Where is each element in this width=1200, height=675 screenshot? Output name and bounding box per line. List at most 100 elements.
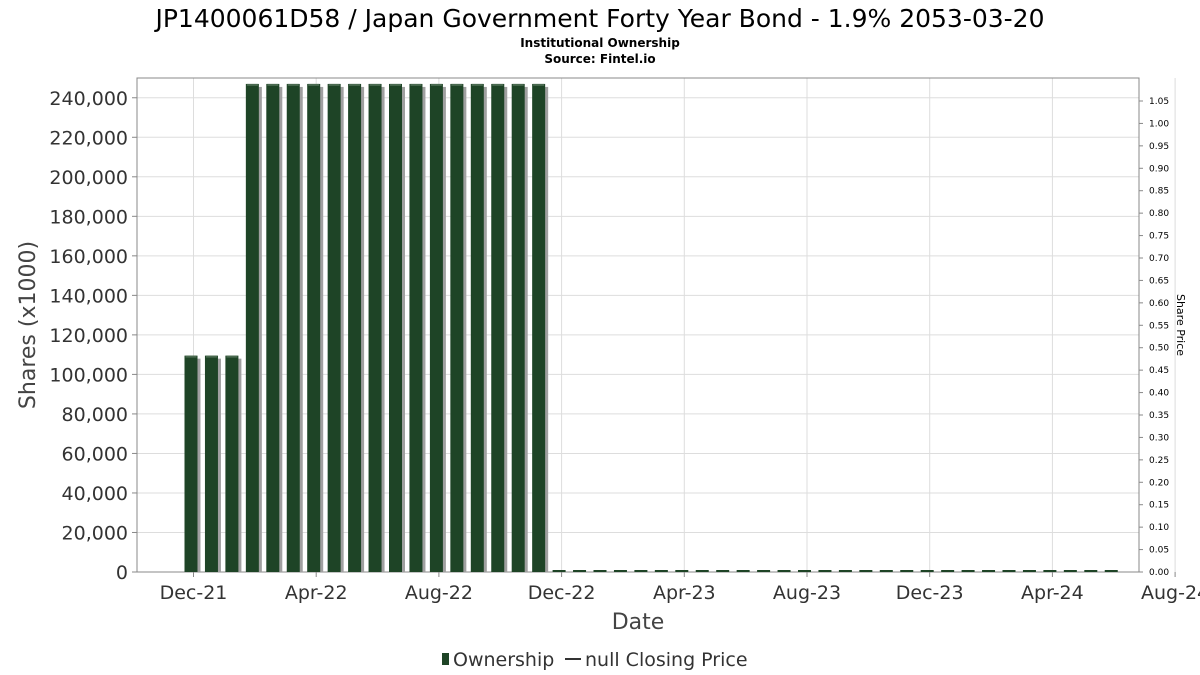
y2-tick-label: 0.05 [1149,546,1169,556]
y2-tick-label: 0.70 [1149,254,1169,264]
bar-highlight [349,83,361,86]
y2-tick-label: 0.35 [1149,411,1169,421]
legend-price-label: null Closing Price [585,649,748,671]
x-tick-label: Aug-24 [1141,582,1200,604]
grid-lines [137,78,1176,573]
y-tick-label: 60,000 [62,443,128,465]
bar [736,570,750,572]
y2-tick-label: 0.90 [1149,164,1169,174]
bar [1002,570,1016,572]
bar [429,83,443,572]
bar [389,83,402,572]
bar-highlight [451,83,463,86]
y2-tick-label: 0.65 [1149,276,1169,286]
y-tick-label: 0 [116,562,128,584]
x-tick-label: Dec-23 [896,582,964,604]
x-tick-label: Apr-22 [285,582,348,604]
y2-tick-label: 1.00 [1149,119,1169,129]
y-tick-label: 80,000 [62,404,128,426]
bar [286,83,300,572]
y2-tick-label: 0.80 [1149,209,1169,219]
bar-highlight [308,83,320,86]
bar [798,570,811,572]
bar [450,83,464,572]
y2-tick-label: 0.00 [1149,568,1169,578]
bar [491,83,505,572]
x-tick-label: Apr-24 [1021,582,1084,604]
bar [613,570,627,572]
y-tick-label: 220,000 [49,127,128,149]
x-tick-label: Aug-23 [773,582,841,604]
bar [1063,570,1077,572]
y-tick-label: 180,000 [49,206,128,228]
bar [859,570,873,572]
bar [654,570,668,572]
legend-ownership-label: Ownership [453,649,554,671]
bar [1104,570,1118,572]
chart-subtitle-ownership: Institutional Ownership [520,36,680,50]
y2-tick-label: 0.55 [1149,321,1169,331]
bar [1084,570,1098,572]
bar-highlight [533,83,545,86]
bar [900,570,914,572]
bar-highlight [287,83,299,86]
bar [838,570,852,572]
bar [348,83,362,572]
bar [695,570,709,572]
bar [184,355,198,572]
bar [327,83,341,572]
y2-tick-label: 0.50 [1149,344,1169,354]
y-axis-ticks: 0 20,000 40,000 60,000 80,000 100,000 120,000 1… [49,88,137,584]
bar [982,570,996,572]
y2-axis-label: Share Price [1174,294,1187,356]
y2-tick-label: 0.20 [1149,478,1169,488]
bar-highlight [471,83,483,86]
chart-title: JP1400061D58 / Japan Government Forty Ye… [153,4,1044,33]
bar-highlight [410,83,422,86]
bar [573,570,587,572]
bar [777,570,791,572]
bar [1043,570,1057,572]
bar-highlight [205,355,217,358]
y-tick-label: 240,000 [49,88,128,110]
bar [818,570,832,572]
bar [532,83,546,572]
bar [266,83,280,572]
y2-tick-label: 0.25 [1149,456,1169,466]
x-axis-label: Date [612,610,665,635]
legend-ownership-swatch [442,653,449,665]
y2-tick-label: 0.95 [1149,142,1169,152]
x-tick-label: Apr-23 [653,582,716,604]
y2-tick-label: 0.75 [1149,232,1169,242]
x-axis-ticks: Dec-21 Apr-22 Aug-22 Dec-22 Apr-23 Aug-23 Dec-… [160,572,1200,604]
y-axis-label: Shares (x1000) [16,241,41,409]
bar [1022,570,1036,572]
y-tick-label: 100,000 [49,364,128,386]
y2-axis-ticks: 0.00 0.05 0.10 0.15 0.20 0.25 0.30 0.35 0.40 0.45… [1139,97,1169,578]
bar-highlight [492,83,504,86]
y-tick-label: 120,000 [49,325,128,347]
bar [470,83,484,572]
bar [961,570,975,572]
bar [757,570,771,572]
bar-highlight [185,355,197,358]
y2-tick-label: 0.30 [1149,433,1169,443]
bar [675,570,689,572]
bar-series-ownership [184,83,1118,572]
bar [716,570,730,572]
y2-tick-label: 0.60 [1149,299,1169,309]
bar [204,355,218,572]
bar-highlight [328,83,340,86]
bar-highlight [512,83,524,86]
bar [225,355,239,572]
bar [879,570,893,572]
y-tick-label: 200,000 [49,167,128,189]
bar [368,83,382,572]
x-tick-label: Aug-22 [405,582,473,604]
bar-highlight [226,355,238,358]
bar [552,570,566,572]
x-tick-label: Dec-22 [528,582,596,604]
x-tick-label: Dec-21 [160,582,228,604]
bar [511,83,525,572]
